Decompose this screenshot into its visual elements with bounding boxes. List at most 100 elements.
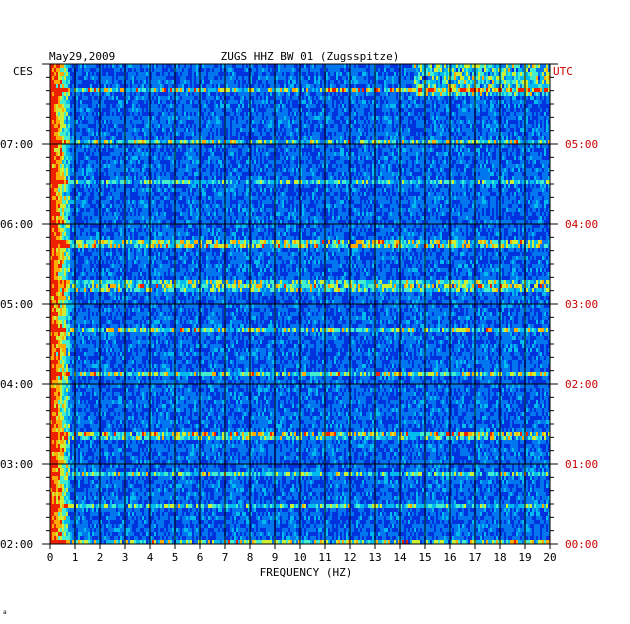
heatmap-cell	[132, 88, 134, 92]
heatmap-cell	[56, 72, 58, 76]
heatmap-cell	[354, 100, 356, 104]
heatmap-cell	[396, 116, 398, 120]
heatmap-cell	[388, 132, 390, 136]
heatmap-cell	[464, 124, 466, 128]
heatmap-cell	[168, 112, 170, 116]
heatmap-cell	[536, 80, 538, 84]
heatmap-cell	[84, 64, 86, 68]
heatmap-cell	[260, 84, 262, 88]
heatmap-cell	[450, 116, 452, 120]
heatmap-cell	[106, 64, 108, 68]
heatmap-cell	[390, 100, 392, 104]
heatmap-cell	[498, 76, 500, 80]
heatmap-cell	[436, 124, 438, 128]
heatmap-cell	[88, 128, 90, 132]
heatmap-cell	[148, 100, 150, 104]
heatmap-cell	[282, 84, 284, 88]
heatmap-cell	[502, 80, 504, 84]
heatmap-cell	[356, 140, 358, 144]
heatmap-cell	[460, 124, 462, 128]
heatmap-cell	[52, 124, 54, 128]
heatmap-cell	[478, 76, 480, 80]
heatmap-cell	[64, 92, 66, 96]
heatmap-cell	[292, 84, 294, 88]
heatmap-cell	[548, 80, 550, 84]
heatmap-cell	[466, 64, 468, 68]
heatmap-cell	[234, 132, 236, 136]
heatmap-cell	[306, 84, 308, 88]
heatmap-cell	[514, 108, 516, 112]
heatmap-cell	[400, 136, 402, 140]
heatmap-cell	[538, 72, 540, 76]
heatmap-cell	[112, 128, 114, 132]
heatmap-cell	[92, 132, 94, 136]
heatmap-cell	[516, 132, 518, 136]
heatmap-cell	[488, 136, 490, 140]
heatmap-cell	[150, 92, 152, 96]
heatmap-cell	[396, 100, 398, 104]
heatmap-cell	[278, 68, 280, 72]
heatmap-cell	[492, 124, 494, 128]
heatmap-cell	[52, 112, 54, 116]
heatmap-cell	[376, 92, 378, 96]
heatmap-cell	[414, 84, 416, 88]
heatmap-cell	[134, 136, 136, 140]
heatmap-cell	[196, 104, 198, 108]
heatmap-cell	[340, 120, 342, 124]
heatmap-cell	[114, 132, 116, 136]
heatmap-cell	[486, 76, 488, 80]
heatmap-cell	[52, 92, 54, 96]
heatmap-cell	[156, 128, 158, 132]
heatmap-cell	[332, 124, 334, 128]
heatmap-cell	[180, 100, 182, 104]
heatmap-cell	[208, 112, 210, 116]
heatmap-cell	[452, 80, 454, 84]
heatmap-cell	[312, 64, 314, 68]
heatmap-cell	[544, 88, 546, 92]
heatmap-cell	[516, 112, 518, 116]
heatmap-cell	[60, 132, 62, 136]
heatmap-cell	[244, 80, 246, 84]
heatmap-cell	[460, 128, 462, 132]
heatmap-cell	[320, 68, 322, 72]
heatmap-cell	[232, 132, 234, 136]
heatmap-cell	[386, 100, 388, 104]
heatmap-cell	[220, 128, 222, 132]
heatmap-cell	[438, 80, 440, 84]
heatmap-cell	[460, 80, 462, 84]
heatmap-cell	[520, 132, 522, 136]
heatmap-cell	[290, 96, 292, 100]
heatmap-cell	[190, 112, 192, 116]
heatmap-cell	[314, 64, 316, 68]
heatmap-cell	[104, 76, 106, 80]
heatmap-cell	[236, 104, 238, 108]
heatmap-cell	[214, 76, 216, 80]
heatmap-cell	[432, 84, 434, 88]
heatmap-cell	[490, 80, 492, 84]
heatmap-cell	[256, 116, 258, 120]
heatmap-cell	[428, 64, 430, 68]
heatmap-cell	[464, 88, 466, 92]
heatmap-cell	[90, 136, 92, 140]
heatmap-cell	[496, 112, 498, 116]
heatmap-cell	[72, 120, 74, 124]
heatmap-cell	[294, 96, 296, 100]
heatmap-cell	[262, 140, 264, 144]
heatmap-cell	[542, 76, 544, 80]
left-axis-label: CES	[13, 65, 33, 78]
heatmap-cell	[342, 100, 344, 104]
heatmap-cell	[482, 72, 484, 76]
heatmap-cell	[256, 124, 258, 128]
heatmap-cell	[508, 116, 510, 120]
heatmap-cell	[138, 132, 140, 136]
heatmap-cell	[252, 96, 254, 100]
heatmap-cell	[198, 124, 200, 128]
heatmap-cell	[176, 88, 178, 92]
heatmap-cell	[58, 136, 60, 140]
heatmap-cell	[152, 116, 154, 120]
heatmap-cell	[162, 88, 164, 92]
heatmap-cell	[276, 124, 278, 128]
heatmap-cell	[334, 72, 336, 76]
heatmap-cell	[118, 76, 120, 80]
heatmap-cell	[284, 76, 286, 80]
